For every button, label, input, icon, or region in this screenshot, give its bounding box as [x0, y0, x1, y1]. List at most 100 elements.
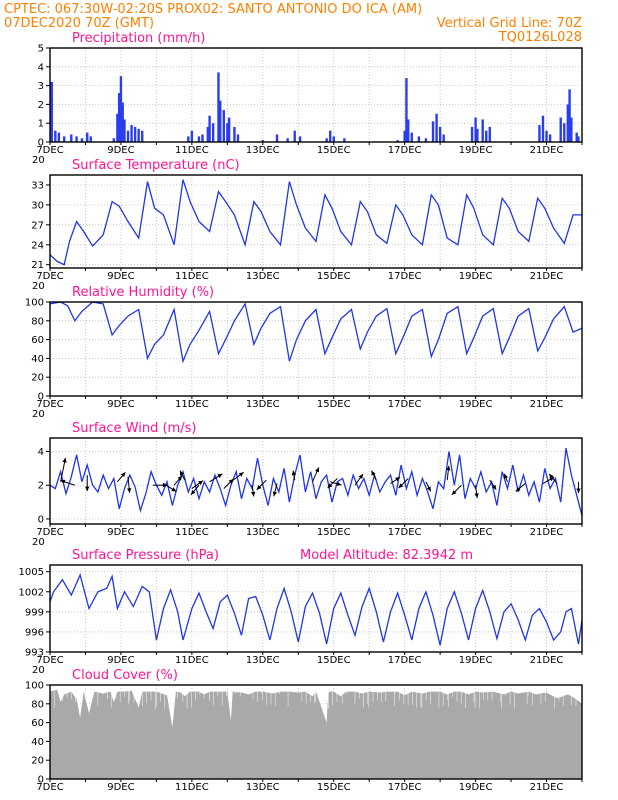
x-tick-label: 13DEC — [246, 782, 280, 793]
precip-bar — [298, 136, 302, 142]
x-tick-label: 17DEC — [388, 782, 422, 793]
y-tick-label: 33 — [31, 180, 44, 191]
y-tick-label: 996 — [25, 627, 44, 638]
panel-title-wind: Surface Wind (m/s) — [72, 421, 196, 436]
series-line-pressure — [49, 573, 583, 646]
panel-wind: 0 2 4 7DEC 9DEC 11DEC 13DEC 15DEC 17DEC 19DEC 21DE… — [32, 421, 583, 548]
model-altitude: Model Altitude: 82.3942 m — [300, 548, 473, 563]
x-tick-label: 17DEC — [388, 145, 422, 156]
precip-bar — [227, 117, 231, 142]
panel-frame — [49, 564, 583, 653]
panel-title-precipitation: Precipitation (mm/h) — [72, 31, 205, 46]
precip-bar — [538, 125, 541, 142]
panel-frame — [49, 437, 583, 525]
y-tick-label: 2 — [38, 100, 44, 111]
precip-bar — [403, 130, 406, 142]
panel-frame — [49, 47, 583, 143]
x-tick-label: 9DEC — [107, 782, 134, 793]
precip-bar — [57, 132, 61, 142]
x-tick-label: 9DEC — [107, 527, 134, 538]
wind-arrow-head — [371, 470, 376, 476]
precip-bar — [54, 130, 57, 142]
y-tick-label: 1005 — [19, 567, 44, 578]
wind-arrow-head — [217, 473, 223, 479]
panel-cloud-cover: 0 20 40 60 80 100 7DEC 9DEC 11DEC 13DEC 15DEC 17DEC… — [25, 668, 583, 793]
precip-bar — [121, 102, 124, 142]
y-tick-label: 4 — [38, 62, 44, 73]
precip-bar — [137, 128, 140, 142]
series-line-humidity — [49, 301, 583, 364]
wind-arrow-head — [177, 475, 183, 481]
x-tick-label: 21DEC — [530, 399, 564, 410]
x-tick-label: 13DEC — [246, 527, 280, 538]
wind-arrow-head — [327, 483, 333, 489]
panel-title-humidity: Relative Humidity (%) — [72, 285, 214, 300]
x-tick-label: 19DEC — [459, 655, 493, 666]
y-tick-label: 80 — [31, 699, 44, 710]
wind-arrow-head — [251, 491, 256, 497]
panel-title-temperature: Surface Temperature (nC) — [72, 158, 240, 173]
y-tick-label: 999 — [25, 607, 44, 618]
precip-bar — [226, 123, 229, 142]
wind-arrow-head — [446, 465, 451, 471]
x-tick-label: 11DEC — [175, 399, 209, 410]
precip-bar — [575, 132, 578, 142]
panel-frame — [49, 174, 583, 269]
year-label: 20 — [32, 665, 45, 676]
x-tick-label: 15DEC — [317, 145, 351, 156]
x-tick-label: 19DEC — [459, 527, 493, 538]
precip-bar — [470, 126, 474, 142]
y-tick-label: 100 — [25, 298, 44, 309]
header-line1: CPTEC: 067:30W-02:20S PROX02: SANTO ANTO… — [4, 2, 422, 17]
precip-bar — [206, 126, 210, 142]
precip-bar — [190, 130, 194, 142]
y-tick-label: 30 — [31, 200, 44, 211]
wind-arrow-head — [191, 490, 196, 495]
series-line-temperature — [49, 179, 582, 266]
y-tick-label: 100 — [25, 681, 44, 692]
precip-bar — [541, 115, 545, 142]
panel-humidity: 0 20 40 60 80 100 7DEC 9DEC 11DEC 13DEC 15DEC 17DEC… — [25, 285, 583, 420]
y-tick-label: 20 — [31, 756, 44, 767]
y-tick-label: 0 — [38, 514, 44, 525]
year-label: 20 — [32, 281, 45, 292]
panel-pressure: 993 996 999 1002 1005 7DEC 9DEC 11DEC 13DEC 15DEC… — [19, 548, 583, 676]
y-tick-label: 20 — [31, 373, 44, 384]
precip-bar — [485, 130, 488, 142]
precip-bar — [286, 138, 289, 142]
wind-arrow-head — [120, 472, 126, 478]
y-tick-label: 80 — [31, 316, 44, 327]
precip-bar — [208, 115, 211, 142]
panel-temperature: 21 24 27 30 33 7DEC 9DEC 11DEC 13DEC 15DEC 17DEC 19… — [31, 158, 583, 292]
x-tick-label: 21DEC — [530, 655, 564, 666]
precip-bar — [332, 136, 335, 142]
wind-arrow-head — [515, 487, 521, 492]
precip-bar — [563, 123, 566, 142]
precip-bar — [325, 138, 328, 142]
y-tick-label: 40 — [31, 737, 44, 748]
wind-arrow-head — [336, 481, 342, 486]
y-tick-label: 0 — [38, 392, 44, 403]
x-tick-label: 13DEC — [246, 399, 280, 410]
x-tick-label: 11DEC — [175, 655, 209, 666]
wind-arrow-head — [398, 483, 404, 489]
precip-bar — [233, 126, 236, 142]
x-tick-label: 9DEC — [107, 399, 134, 410]
precip-bar — [431, 121, 435, 142]
wind-arrow-head — [272, 491, 277, 497]
y-tick-label: 60 — [31, 335, 44, 346]
wind-arrow-head — [395, 477, 401, 482]
precip-bar — [112, 138, 116, 142]
y-tick-label: 60 — [31, 718, 44, 729]
precip-bar — [568, 89, 571, 142]
precip-bar — [474, 117, 477, 142]
x-tick-label: 17DEC — [388, 399, 422, 410]
y-tick-label: 27 — [31, 220, 44, 231]
x-tick-label: 11DEC — [175, 527, 209, 538]
x-tick-label: 19DEC — [459, 271, 493, 282]
precip-bar — [396, 140, 399, 142]
x-tick-label: 9DEC — [107, 271, 134, 282]
precip-bar — [126, 130, 130, 142]
x-tick-label: 21DEC — [530, 782, 564, 793]
x-tick-label: 17DEC — [388, 271, 422, 282]
